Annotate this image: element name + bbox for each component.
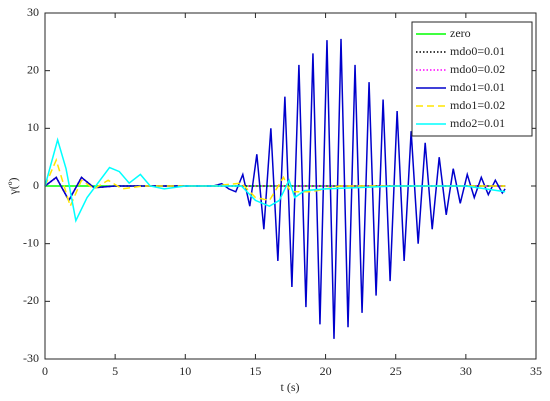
legend-label: mdo2=0.01: [450, 116, 505, 130]
y-tick-label: 0: [33, 178, 39, 192]
x-tick-label: 0: [42, 364, 48, 378]
legend-label: zero: [450, 26, 471, 40]
legend-label: mdo1=0.02: [450, 98, 505, 112]
data-line: [44, 157, 506, 209]
x-tick-label: 25: [390, 364, 402, 378]
legend-label: mdo0=0.01: [450, 44, 505, 58]
plot-frame: [44, 12, 537, 360]
y-axis-label: γ(º): [6, 177, 20, 195]
x-tick-label: 20: [320, 364, 332, 378]
y-tick-label: -10: [23, 235, 39, 249]
y-tick-label: 10: [27, 120, 39, 134]
x-tick-label: 10: [179, 364, 191, 378]
x-tick-label: 30: [460, 364, 472, 378]
legend-box: [411, 21, 533, 137]
x-tick-label: 35: [530, 364, 542, 378]
legend-label: mdo0=0.02: [450, 62, 505, 76]
legend-label: mdo1=0.01: [450, 80, 505, 94]
x-tick-label: 15: [249, 364, 261, 378]
y-tick-label: 20: [27, 62, 39, 76]
x-axis-label: t (s): [281, 380, 300, 394]
x-tick-label: 5: [112, 364, 118, 378]
data-line: [44, 137, 506, 223]
data-line: [44, 38, 506, 339]
y-tick-label: -20: [23, 293, 39, 307]
y-tick-label: 30: [27, 5, 39, 19]
y-tick-label: -30: [23, 351, 39, 365]
